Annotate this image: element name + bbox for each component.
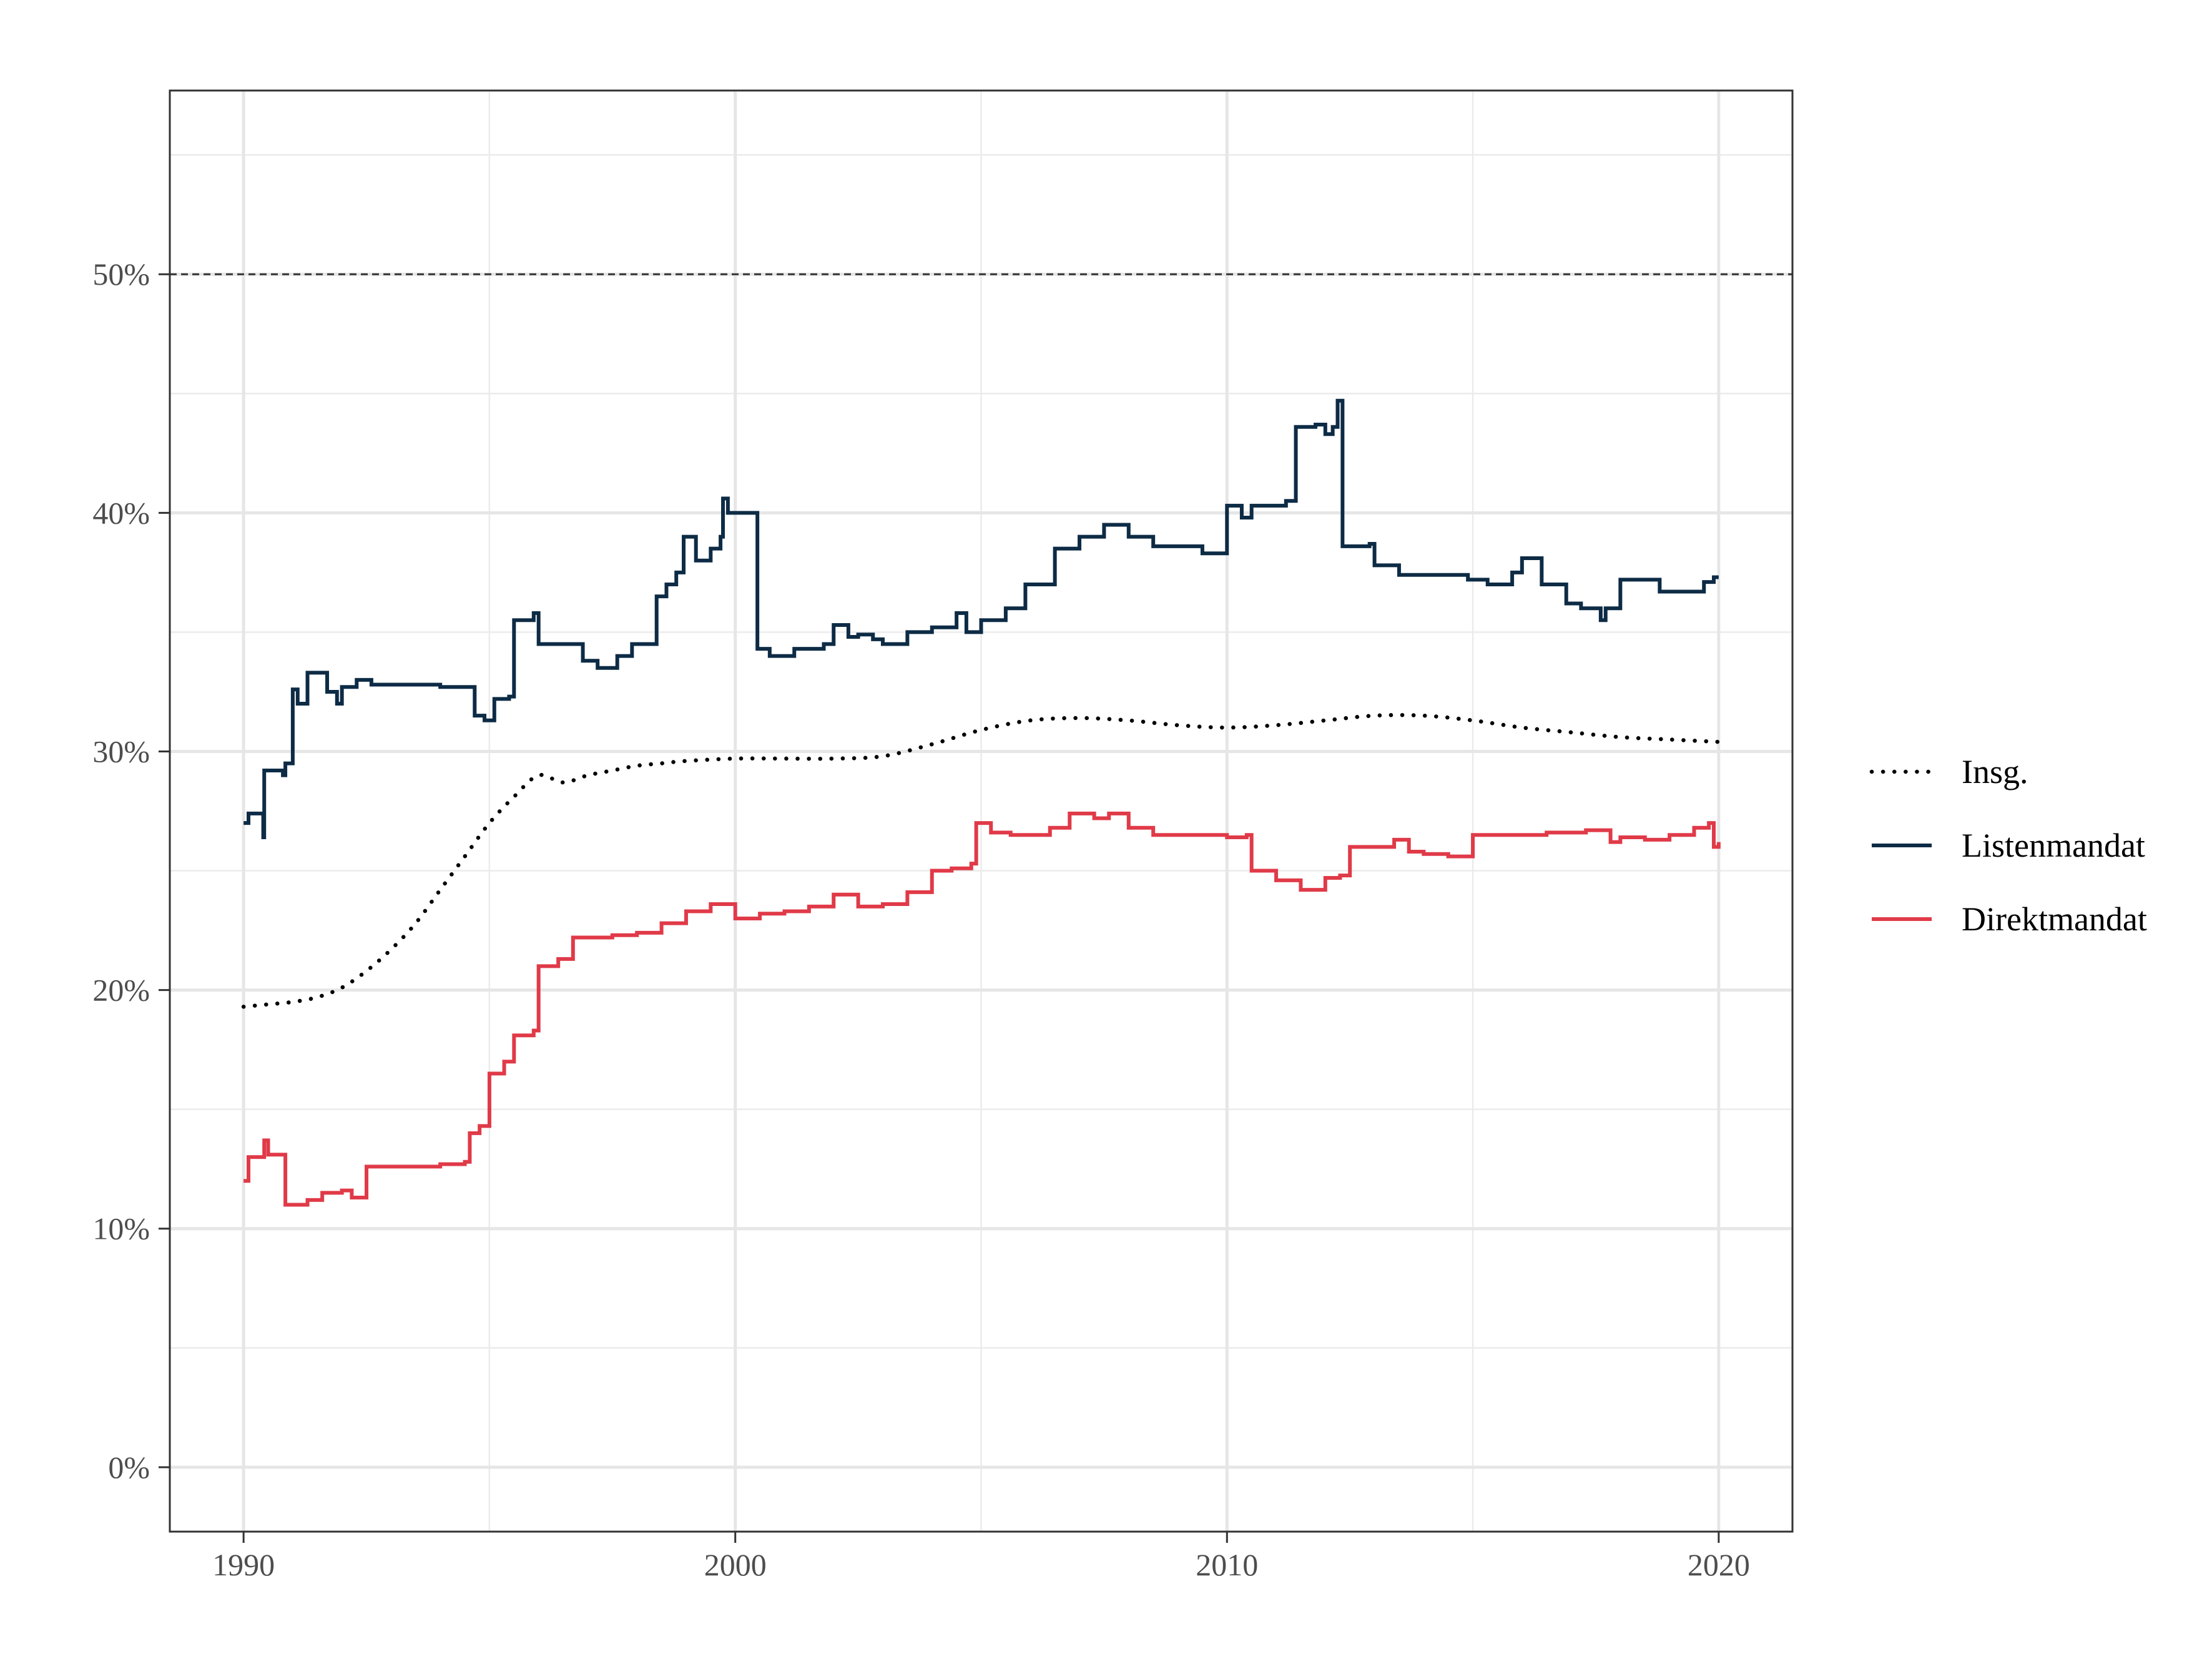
grid-minor — [170, 91, 1792, 1532]
x-tick-label: 2010 — [1196, 1547, 1258, 1582]
legend-label-listenmandat: Listenmandat — [1962, 827, 2145, 864]
series-line-direktmandat — [243, 811, 1721, 1207]
x-tick-label: 2020 — [1688, 1547, 1750, 1582]
legend-label-direktmandat: Direktmandat — [1962, 900, 2147, 938]
y-tick-label: 30% — [92, 734, 150, 769]
plot-panel-border — [169, 89, 1794, 1533]
y-tick-label: 40% — [92, 495, 150, 530]
series-line-listenmandat — [243, 398, 1719, 840]
x-axis: 1990 2000 2010 2020 — [212, 1532, 1750, 1582]
y-tick-label: 20% — [92, 973, 150, 1008]
y-axis: 0% 10% 20% 30% 40% 50% — [92, 257, 170, 1485]
y-tick-label: 10% — [92, 1211, 150, 1246]
legend-label-insg: Insg. — [1962, 753, 2028, 790]
y-tick-label: 50% — [92, 257, 150, 292]
x-tick-label: 1990 — [212, 1547, 275, 1582]
series-layer — [241, 398, 1721, 1207]
y-tick-label: 0% — [108, 1450, 150, 1485]
x-tick-label: 2000 — [704, 1547, 767, 1582]
legend: Insg. Listenmandat Direktmandat — [1869, 753, 2147, 938]
